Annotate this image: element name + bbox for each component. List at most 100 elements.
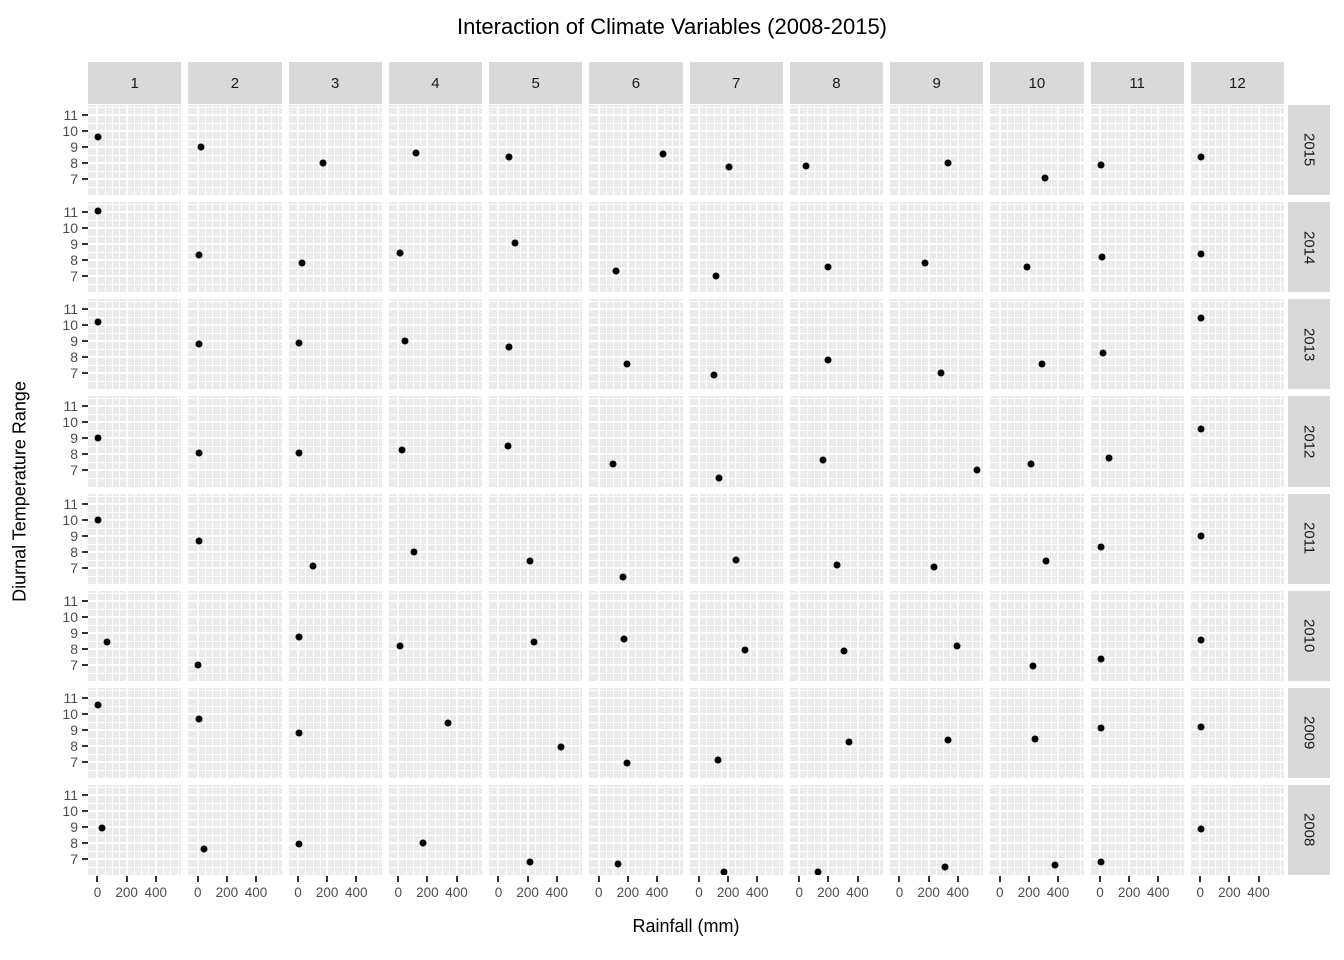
gridline [1050, 493, 1052, 584]
gridline [296, 784, 299, 875]
gridline [789, 640, 883, 642]
y-axis-tick-label: 9 [70, 139, 78, 156]
y-axis-tick-label: 10 [62, 802, 78, 819]
gridline [388, 802, 482, 804]
gridline [1143, 687, 1145, 778]
gridline [88, 398, 182, 400]
facet-strip-month: 5 [489, 62, 583, 104]
facet-panel [789, 105, 883, 196]
facet-panel [489, 590, 583, 681]
gridline [890, 114, 984, 116]
gridline [288, 437, 382, 440]
facet-panel [489, 784, 583, 875]
gridline [288, 689, 382, 691]
gridline [689, 647, 783, 650]
gridline [689, 356, 783, 359]
gridline [998, 784, 1001, 875]
gridline [188, 243, 282, 246]
gridline [255, 105, 257, 196]
gridline [388, 398, 482, 400]
gridline [789, 737, 883, 739]
gridline [471, 105, 473, 196]
gridline [489, 243, 583, 246]
gridline [288, 825, 382, 828]
gridline [789, 857, 883, 860]
gridline [821, 784, 823, 875]
gridline [589, 786, 683, 788]
gridline [956, 784, 959, 875]
gridline [1057, 202, 1059, 293]
gridline [1190, 624, 1284, 626]
gridline [88, 204, 182, 206]
gridline [388, 793, 482, 796]
gridline [606, 590, 607, 681]
data-point [505, 343, 513, 351]
gridline [370, 590, 372, 681]
facet-panel [689, 590, 783, 681]
gridline [1280, 687, 1282, 778]
gridline [277, 202, 279, 293]
gridline [589, 211, 683, 214]
gridline [779, 202, 781, 293]
gridline [88, 139, 182, 141]
gridline [288, 769, 382, 771]
gridline [720, 590, 722, 681]
gridline [1021, 299, 1023, 390]
gridline [789, 349, 883, 351]
gridline [789, 793, 883, 796]
facet-panel [1190, 784, 1284, 875]
gridline [742, 493, 744, 584]
gridline [813, 105, 815, 196]
gridline [388, 268, 482, 270]
gridline [526, 687, 529, 778]
gridline [133, 299, 135, 390]
gridline [689, 162, 783, 165]
gridline [96, 396, 99, 487]
gridline [489, 566, 583, 569]
gridline [489, 592, 583, 594]
gridline [119, 396, 121, 487]
gridline [241, 396, 243, 487]
data-point [1041, 174, 1049, 182]
gridline [1228, 687, 1231, 778]
gridline [288, 550, 382, 553]
gridline [388, 405, 482, 408]
gridline [489, 284, 583, 286]
data-point [1099, 349, 1107, 357]
gridline [990, 333, 1084, 335]
gridline [1190, 220, 1284, 222]
gridline [88, 737, 182, 739]
gridline [1228, 105, 1231, 196]
gridline [890, 155, 984, 157]
gridline [96, 687, 99, 778]
gridline [1251, 396, 1253, 487]
gridline [1150, 396, 1152, 487]
facet-panel-grid [88, 105, 1284, 875]
gridline [188, 139, 282, 141]
gridline [1114, 784, 1116, 875]
gridline [1090, 227, 1184, 230]
gridline [589, 372, 683, 375]
gridline [489, 155, 583, 157]
gridline [513, 493, 515, 584]
gridline [1190, 317, 1284, 319]
gridline [827, 202, 830, 293]
gridline [1273, 784, 1275, 875]
gridline [689, 243, 783, 246]
gridline [88, 559, 182, 561]
gridline [742, 105, 744, 196]
data-point [557, 743, 565, 751]
gridline [133, 396, 135, 487]
gridline [188, 793, 282, 796]
gridline [489, 405, 583, 408]
gridline [188, 599, 282, 602]
gridline [789, 317, 883, 319]
gridline [589, 663, 683, 666]
gridline [1207, 202, 1209, 293]
gridline [764, 590, 766, 681]
gridline [921, 396, 923, 487]
gridline [277, 396, 279, 487]
data-point [921, 259, 929, 267]
gridline [1128, 396, 1131, 487]
gridline [589, 268, 683, 270]
